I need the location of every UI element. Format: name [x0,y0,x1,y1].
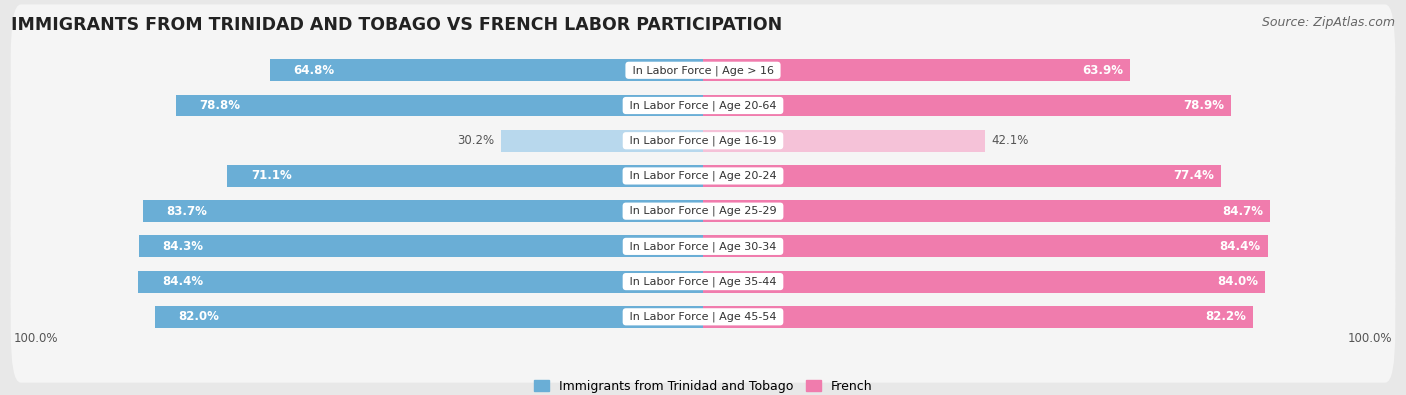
Bar [703,235,1268,257]
Text: 84.4%: 84.4% [162,275,202,288]
Text: 82.2%: 82.2% [1205,310,1246,324]
Text: 42.1%: 42.1% [991,134,1029,147]
Text: 71.1%: 71.1% [250,169,291,182]
Text: 84.7%: 84.7% [1222,205,1263,218]
Legend: Immigrants from Trinidad and Tobago, French: Immigrants from Trinidad and Tobago, Fre… [529,375,877,395]
Bar [703,271,1265,293]
Bar [703,306,1253,328]
Text: 84.3%: 84.3% [163,240,204,253]
Text: In Labor Force | Age 20-64: In Labor Force | Age 20-64 [626,100,780,111]
Text: 82.0%: 82.0% [179,310,219,324]
Text: In Labor Force | Age 20-24: In Labor Force | Age 20-24 [626,171,780,181]
Text: In Labor Force | Age > 16: In Labor Force | Age > 16 [628,65,778,75]
Bar [228,165,703,187]
FancyBboxPatch shape [11,75,1395,207]
Text: 83.7%: 83.7% [166,205,208,218]
Text: 63.9%: 63.9% [1083,64,1123,77]
Text: Source: ZipAtlas.com: Source: ZipAtlas.com [1261,16,1395,29]
Text: In Labor Force | Age 45-54: In Labor Force | Age 45-54 [626,312,780,322]
Bar [143,200,703,222]
Text: 84.0%: 84.0% [1218,275,1258,288]
Bar [176,94,703,117]
Bar [703,130,984,152]
FancyBboxPatch shape [11,145,1395,277]
Bar [703,94,1230,117]
Text: 77.4%: 77.4% [1173,169,1213,182]
Bar [703,165,1220,187]
FancyBboxPatch shape [11,216,1395,348]
Bar [155,306,703,328]
Bar [703,200,1270,222]
Text: IMMIGRANTS FROM TRINIDAD AND TOBAGO VS FRENCH LABOR PARTICIPATION: IMMIGRANTS FROM TRINIDAD AND TOBAGO VS F… [11,16,783,34]
FancyBboxPatch shape [11,251,1395,383]
Bar [270,59,703,81]
Text: 78.8%: 78.8% [200,99,240,112]
Bar [139,235,703,257]
Text: 30.2%: 30.2% [457,134,495,147]
Text: 100.0%: 100.0% [1347,332,1392,345]
FancyBboxPatch shape [11,4,1395,136]
Text: In Labor Force | Age 30-34: In Labor Force | Age 30-34 [626,241,780,252]
Text: In Labor Force | Age 25-29: In Labor Force | Age 25-29 [626,206,780,216]
Text: In Labor Force | Age 35-44: In Labor Force | Age 35-44 [626,276,780,287]
Text: 84.4%: 84.4% [1220,240,1261,253]
Bar [703,59,1130,81]
FancyBboxPatch shape [11,40,1395,171]
Text: 64.8%: 64.8% [292,64,335,77]
Bar [138,271,703,293]
Bar [501,130,703,152]
Text: 78.9%: 78.9% [1182,99,1225,112]
Text: In Labor Force | Age 16-19: In Labor Force | Age 16-19 [626,135,780,146]
FancyBboxPatch shape [11,110,1395,242]
Text: 100.0%: 100.0% [14,332,59,345]
FancyBboxPatch shape [11,181,1395,312]
